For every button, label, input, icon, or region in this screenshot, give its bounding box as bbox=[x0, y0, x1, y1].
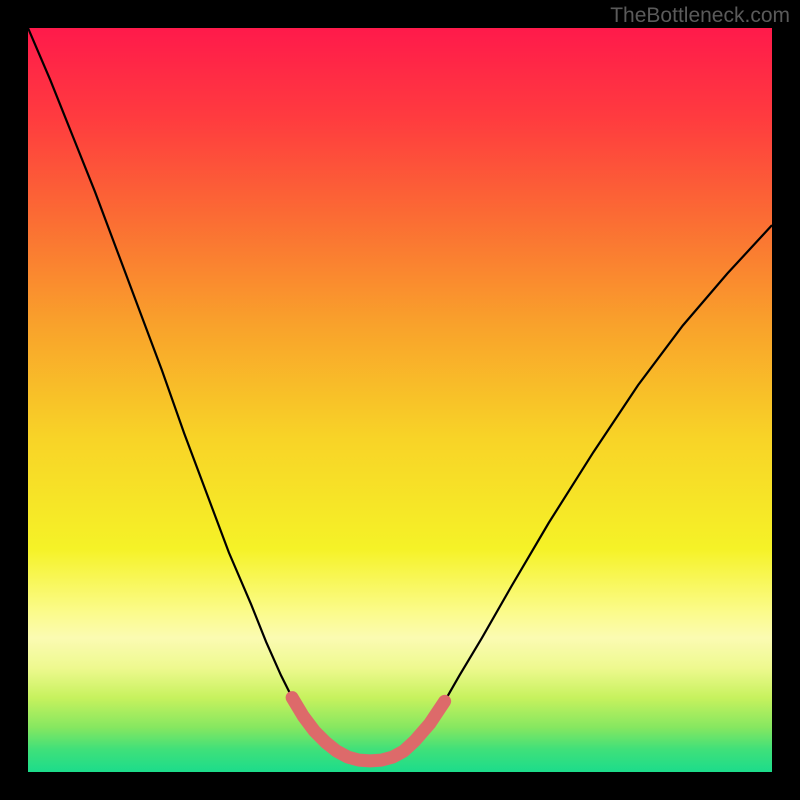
gradient-background bbox=[28, 28, 772, 772]
chart-svg bbox=[28, 28, 772, 772]
chart-container: TheBottleneck.com bbox=[0, 0, 800, 800]
watermark-text: TheBottleneck.com bbox=[610, 4, 790, 28]
plot-area bbox=[28, 28, 772, 772]
